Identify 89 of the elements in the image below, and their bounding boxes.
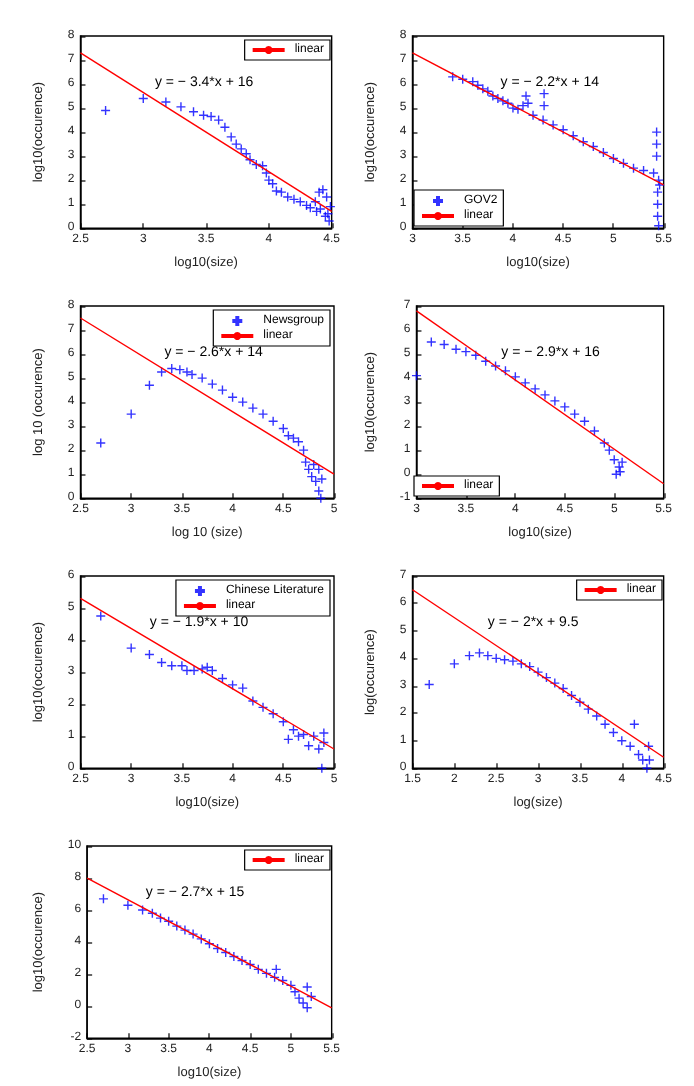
- point: [537, 114, 549, 126]
- point: [125, 408, 137, 420]
- point: [529, 383, 541, 395]
- point: [616, 456, 628, 468]
- point: [205, 111, 217, 122]
- point: [613, 461, 625, 473]
- point: [227, 679, 238, 691]
- point: [297, 997, 309, 1009]
- point: [460, 346, 472, 357]
- point: [213, 114, 224, 126]
- point: [538, 88, 550, 99]
- point: [181, 366, 193, 378]
- point: [316, 763, 328, 774]
- point: [549, 395, 561, 407]
- point: [175, 101, 187, 113]
- point: [520, 377, 531, 389]
- point: [313, 186, 325, 198]
- point: [174, 364, 186, 375]
- point: [589, 425, 600, 437]
- point: [98, 893, 109, 905]
- point: [318, 727, 330, 739]
- point: [644, 754, 655, 766]
- point: [188, 665, 200, 676]
- point: [532, 666, 544, 678]
- point: [652, 186, 663, 198]
- point: [438, 339, 450, 350]
- point: [559, 401, 570, 413]
- point: [160, 96, 172, 108]
- point: [426, 336, 437, 348]
- point: [487, 90, 499, 102]
- point: [217, 384, 228, 396]
- point: [507, 102, 519, 114]
- point: [196, 663, 208, 675]
- point: [317, 184, 329, 195]
- point: [507, 655, 519, 667]
- point: [313, 743, 324, 755]
- point: [122, 900, 134, 911]
- point: [315, 493, 327, 504]
- point: [538, 100, 550, 111]
- point: [247, 402, 259, 414]
- point: [648, 167, 659, 179]
- point: [293, 730, 304, 742]
- point: [196, 372, 208, 384]
- point: [176, 660, 188, 671]
- point: [300, 456, 311, 468]
- point: [288, 194, 300, 205]
- point: [651, 150, 662, 162]
- point: [237, 682, 248, 694]
- point: [569, 408, 580, 420]
- point: [219, 122, 231, 133]
- point: [186, 369, 198, 380]
- point: [517, 100, 529, 111]
- point: [549, 677, 561, 689]
- point: [236, 143, 247, 155]
- point: [520, 90, 532, 102]
- point: [276, 186, 287, 198]
- point: [652, 198, 663, 210]
- point: [547, 119, 559, 131]
- point: [225, 131, 237, 143]
- point: [651, 138, 662, 150]
- point: [614, 466, 626, 477]
- point: [450, 344, 462, 355]
- point: [652, 210, 663, 222]
- point: [207, 378, 218, 390]
- point: [179, 924, 191, 936]
- point: [288, 432, 299, 444]
- point: [282, 191, 293, 203]
- point: [651, 126, 662, 138]
- point: [497, 95, 509, 107]
- point: [257, 408, 269, 420]
- point: [231, 138, 242, 150]
- point: [449, 658, 460, 670]
- point: [156, 366, 167, 378]
- point: [125, 642, 137, 654]
- point: [482, 650, 494, 661]
- point: [267, 416, 279, 427]
- point: [293, 992, 305, 1004]
- point: [539, 389, 551, 401]
- point: [237, 396, 248, 408]
- point: [611, 468, 622, 480]
- point: [181, 665, 193, 676]
- point: [95, 437, 106, 449]
- point: [522, 98, 534, 109]
- point: [477, 83, 489, 95]
- point: [247, 695, 259, 707]
- point: [187, 928, 199, 940]
- point: [298, 444, 309, 456]
- point: [624, 741, 636, 752]
- point: [95, 610, 106, 622]
